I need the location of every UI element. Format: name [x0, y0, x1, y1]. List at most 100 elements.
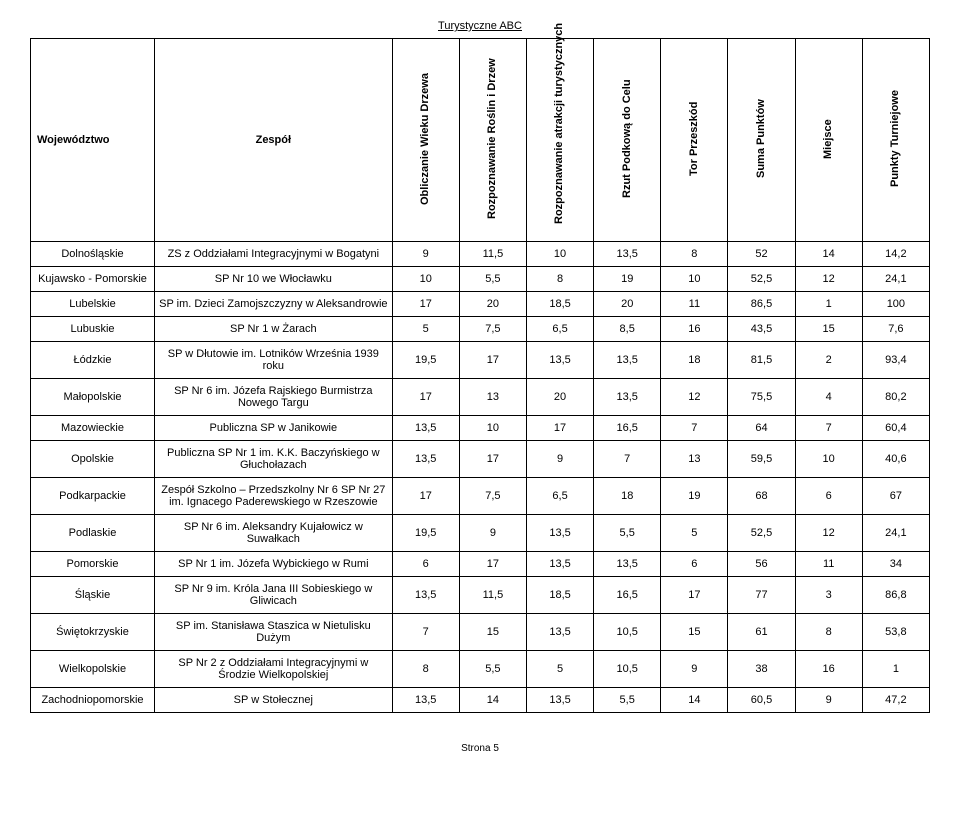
cell-value: 11	[661, 292, 728, 317]
cell-value: 13,5	[526, 515, 593, 552]
cell-value: 12	[795, 515, 862, 552]
cell-wojewodztwo: Lubuskie	[31, 317, 155, 342]
cell-zespol: SP im. Stanisława Staszica w Nietulisku …	[155, 614, 393, 651]
cell-value: 19,5	[392, 342, 459, 379]
cell-value: 38	[728, 651, 795, 688]
cell-value: 8	[392, 651, 459, 688]
header-col-3: Rozpoznawanie atrakcji turystycznych	[526, 39, 593, 242]
cell-value: 13,5	[594, 242, 661, 267]
cell-value: 13,5	[392, 688, 459, 713]
cell-value: 14	[661, 688, 728, 713]
cell-value: 60,5	[728, 688, 795, 713]
cell-value: 6	[392, 552, 459, 577]
cell-value: 77	[728, 577, 795, 614]
cell-value: 11	[795, 552, 862, 577]
header-col-7: Miejsce	[795, 39, 862, 242]
cell-value: 5,5	[459, 651, 526, 688]
cell-value: 4	[795, 379, 862, 416]
cell-value: 13	[459, 379, 526, 416]
cell-value: 13	[661, 441, 728, 478]
cell-value: 16,5	[594, 577, 661, 614]
cell-value: 8,5	[594, 317, 661, 342]
header-col-2: Rozpoznawanie Roślin i Drzew	[459, 39, 526, 242]
cell-zespol: Publiczna SP Nr 1 im. K.K. Baczyńskiego …	[155, 441, 393, 478]
cell-wojewodztwo: Lubelskie	[31, 292, 155, 317]
cell-value: 10,5	[594, 614, 661, 651]
cell-value: 5	[526, 651, 593, 688]
cell-value: 7	[594, 441, 661, 478]
header-col-4: Rzut Podkową do Celu	[594, 39, 661, 242]
cell-value: 16	[661, 317, 728, 342]
cell-value: 14	[459, 688, 526, 713]
cell-value: 86,8	[862, 577, 929, 614]
table-row: ŚląskieSP Nr 9 im. Króla Jana III Sobies…	[31, 577, 930, 614]
cell-zespol: SP Nr 2 z Oddziałami Integracyjnymi w Śr…	[155, 651, 393, 688]
cell-value: 8	[661, 242, 728, 267]
header-wojewodztwo: Województwo	[31, 39, 155, 242]
cell-value: 17	[392, 292, 459, 317]
cell-value: 2	[795, 342, 862, 379]
cell-value: 24,1	[862, 267, 929, 292]
cell-value: 19	[594, 267, 661, 292]
cell-value: 14	[795, 242, 862, 267]
cell-value: 10,5	[594, 651, 661, 688]
cell-wojewodztwo: Podkarpackie	[31, 478, 155, 515]
cell-value: 18,5	[526, 292, 593, 317]
cell-value: 6,5	[526, 317, 593, 342]
cell-value: 7	[661, 416, 728, 441]
cell-value: 8	[795, 614, 862, 651]
cell-value: 18	[661, 342, 728, 379]
cell-wojewodztwo: Podlaskie	[31, 515, 155, 552]
header-col-1: Obliczanie Wieku Drzewa	[392, 39, 459, 242]
table-row: WielkopolskieSP Nr 2 z Oddziałami Integr…	[31, 651, 930, 688]
table-row: LubelskieSP im. Dzieci Zamojszczyzny w A…	[31, 292, 930, 317]
cell-value: 10	[661, 267, 728, 292]
cell-value: 40,6	[862, 441, 929, 478]
table-row: OpolskiePubliczna SP Nr 1 im. K.K. Baczy…	[31, 441, 930, 478]
header-col-8: Punkty Turniejowe	[862, 39, 929, 242]
table-row: MałopolskieSP Nr 6 im. Józefa Rajskiego …	[31, 379, 930, 416]
cell-zespol: SP w Dłutowie im. Lotników Września 1939…	[155, 342, 393, 379]
cell-value: 13,5	[392, 577, 459, 614]
cell-value: 9	[795, 688, 862, 713]
cell-wojewodztwo: Dolnośląskie	[31, 242, 155, 267]
cell-value: 17	[526, 416, 593, 441]
table-row: MazowieckiePubliczna SP w Janikowie13,51…	[31, 416, 930, 441]
cell-value: 5,5	[594, 688, 661, 713]
cell-value: 81,5	[728, 342, 795, 379]
cell-value: 68	[728, 478, 795, 515]
cell-value: 6	[795, 478, 862, 515]
cell-value: 75,5	[728, 379, 795, 416]
cell-wojewodztwo: Łódzkie	[31, 342, 155, 379]
table-row: LubuskieSP Nr 1 w Żarach57,56,58,51643,5…	[31, 317, 930, 342]
cell-value: 13,5	[526, 614, 593, 651]
cell-value: 20	[526, 379, 593, 416]
cell-value: 19	[661, 478, 728, 515]
cell-value: 6	[661, 552, 728, 577]
cell-value: 16	[795, 651, 862, 688]
cell-value: 100	[862, 292, 929, 317]
cell-value: 7	[795, 416, 862, 441]
cell-value: 34	[862, 552, 929, 577]
cell-value: 60,4	[862, 416, 929, 441]
cell-value: 10	[459, 416, 526, 441]
cell-zespol: SP Nr 6 im. Aleksandry Kujałowicz w Suwa…	[155, 515, 393, 552]
cell-value: 7,6	[862, 317, 929, 342]
cell-value: 13,5	[392, 416, 459, 441]
header-col-5: Tor Przeszkód	[661, 39, 728, 242]
cell-value: 52	[728, 242, 795, 267]
cell-value: 13,5	[392, 441, 459, 478]
cell-value: 17	[661, 577, 728, 614]
cell-value: 17	[459, 552, 526, 577]
cell-zespol: SP w Stołecznej	[155, 688, 393, 713]
cell-value: 18	[594, 478, 661, 515]
cell-value: 61	[728, 614, 795, 651]
cell-zespol: Publiczna SP w Janikowie	[155, 416, 393, 441]
cell-value: 11,5	[459, 577, 526, 614]
cell-value: 18,5	[526, 577, 593, 614]
cell-value: 9	[661, 651, 728, 688]
cell-value: 5,5	[459, 267, 526, 292]
cell-value: 12	[661, 379, 728, 416]
cell-value: 15	[661, 614, 728, 651]
cell-wojewodztwo: Mazowieckie	[31, 416, 155, 441]
